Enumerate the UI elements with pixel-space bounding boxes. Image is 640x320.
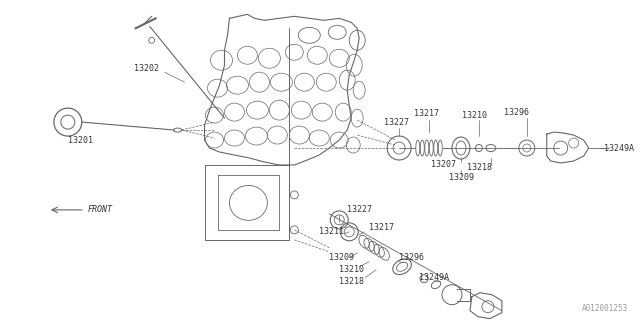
Text: 13217: 13217 <box>369 223 394 232</box>
Text: 13210: 13210 <box>462 111 487 120</box>
Text: 13296: 13296 <box>399 253 424 262</box>
Text: 13201: 13201 <box>68 136 93 145</box>
Text: 13218: 13218 <box>467 164 492 172</box>
Text: 13207: 13207 <box>431 161 456 170</box>
Text: 13249A: 13249A <box>419 273 449 282</box>
Text: 13227: 13227 <box>384 117 409 127</box>
Text: A012001253: A012001253 <box>582 304 628 313</box>
Text: 13218: 13218 <box>339 277 364 286</box>
Text: 13209: 13209 <box>329 253 355 262</box>
Text: 13202: 13202 <box>134 64 159 73</box>
Text: 13227: 13227 <box>348 205 372 214</box>
Text: FRONT: FRONT <box>88 205 113 214</box>
Text: 13217: 13217 <box>414 108 439 118</box>
Text: 13249A: 13249A <box>604 144 634 153</box>
Text: 13209: 13209 <box>449 173 474 182</box>
Text: 13296: 13296 <box>504 108 529 116</box>
Text: 13210: 13210 <box>339 265 364 274</box>
Text: 13211: 13211 <box>319 227 344 236</box>
